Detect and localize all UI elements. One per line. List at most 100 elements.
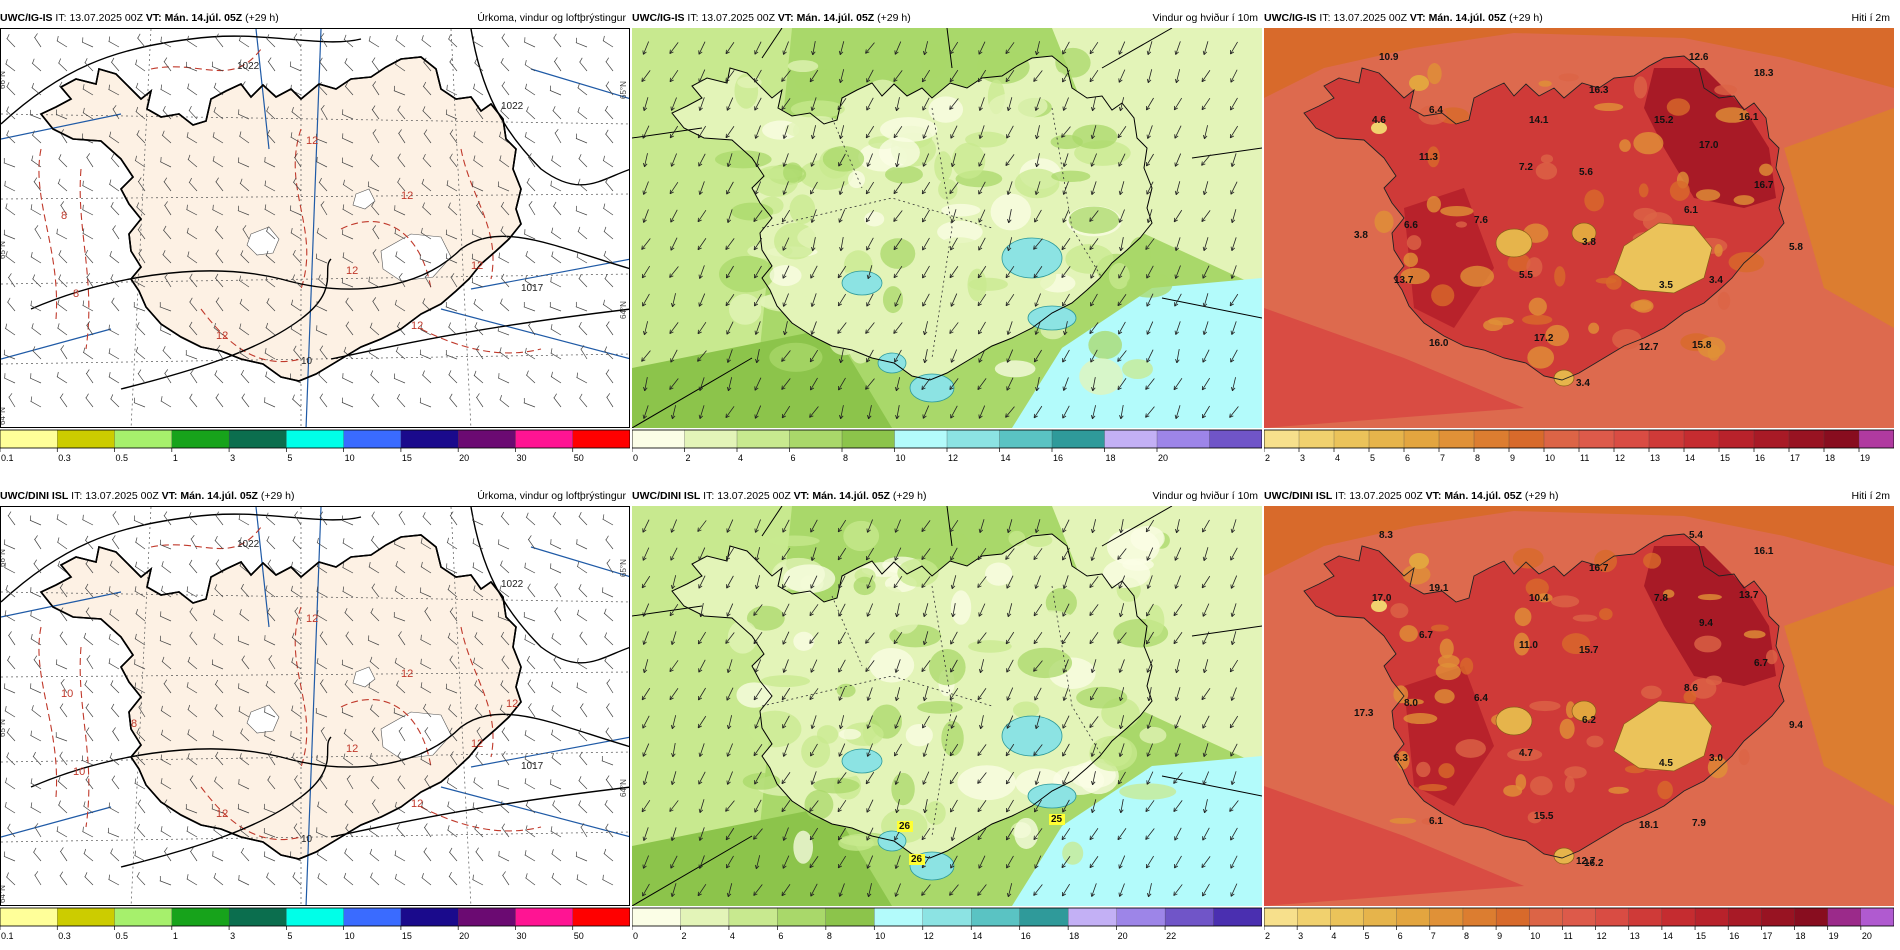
wind-barb-icon bbox=[602, 203, 614, 216]
wind-arrow-icon bbox=[950, 855, 958, 869]
wind-arrow-icon bbox=[1118, 41, 1126, 55]
wind-barb-icon bbox=[160, 778, 172, 790]
wind-barb-icon bbox=[189, 775, 198, 790]
wind-arrow-icon bbox=[865, 632, 875, 644]
wind-barb-icon bbox=[58, 154, 68, 168]
isobar-label: 10 bbox=[301, 356, 313, 367]
wind-arrow-icon bbox=[698, 41, 706, 55]
wind-barb-icon bbox=[395, 251, 406, 264]
wind-barb-icon bbox=[134, 586, 146, 598]
temperature-label: 16.3 bbox=[1589, 85, 1609, 96]
wind-speed-patch bbox=[784, 119, 844, 140]
model-name: UWC/DINI ISL bbox=[0, 490, 69, 502]
wind-barb-icon bbox=[162, 105, 172, 120]
wind-arrow-icon bbox=[670, 519, 677, 533]
wind-arrow-icon bbox=[923, 799, 928, 814]
wind-barb-icon bbox=[29, 515, 42, 526]
map-area[interactable]: 8.3 5.4 16.1 17.0 19.1 16.7 10.4 7.8 13.7 9.4 6.7 1… bbox=[1264, 506, 1894, 906]
colorbar-swatch bbox=[1529, 907, 1564, 927]
temp-patch bbox=[1514, 607, 1532, 627]
wind-barb-icon bbox=[342, 179, 354, 192]
colorbar-swatch bbox=[1728, 907, 1763, 927]
wind-barb-icon bbox=[317, 801, 328, 814]
colorbar-swatch bbox=[680, 907, 730, 927]
wind-speed-patch bbox=[937, 220, 983, 244]
wind-speed-patch bbox=[768, 535, 820, 547]
wind-arrow-icon bbox=[669, 660, 679, 673]
wind-arrow-icon bbox=[781, 209, 791, 223]
temperature-label: 4.6 bbox=[1372, 115, 1386, 126]
isobar-line bbox=[330, 786, 629, 838]
wind-arrow-icon bbox=[753, 210, 763, 223]
colorbar-swatch bbox=[841, 429, 896, 449]
wind-barb-icon bbox=[241, 393, 250, 408]
map-area[interactable]: 1022 1022 1017 10 12 12 12 12 8 8 12 12 66°N 65°N 64°N… bbox=[0, 28, 630, 428]
wind-barb-icon bbox=[603, 250, 614, 264]
wind-speed-patch bbox=[732, 565, 764, 590]
wind-arrow-icon bbox=[977, 800, 987, 813]
wind-barb-icon bbox=[342, 252, 354, 264]
wind-arrow-icon bbox=[1118, 855, 1126, 869]
wind-arrow-icon bbox=[922, 153, 930, 167]
wind-arrow-icon bbox=[810, 181, 818, 195]
map-area[interactable] bbox=[632, 28, 1262, 428]
wind-arrow-icon bbox=[894, 97, 900, 112]
wind-arrow-icon bbox=[754, 265, 762, 279]
wind-arrow-icon bbox=[698, 771, 706, 785]
wind-arrow-icon bbox=[837, 799, 847, 813]
wind-barb-icon bbox=[499, 560, 510, 574]
wind-arrow-icon bbox=[1146, 883, 1152, 898]
map-area[interactable]: 10.9 12.6 18.3 4.6 6.4 16.3 14.1 15.2 16.1 17.0 11… bbox=[1264, 28, 1894, 428]
wind-barb-icon bbox=[554, 129, 562, 144]
wind-barb-icon bbox=[319, 511, 328, 526]
wind-barb-icon bbox=[33, 177, 42, 192]
wind-barb-icon bbox=[396, 823, 406, 838]
colorbar-swatch bbox=[572, 907, 630, 927]
wind-barb-icon bbox=[397, 105, 406, 120]
wind-arrow-icon bbox=[669, 322, 679, 334]
isobar-label: 1022 bbox=[237, 61, 260, 72]
wind-arrow-icon bbox=[978, 153, 986, 167]
wind-barb-icon bbox=[108, 348, 120, 360]
colorbar-tick-label: 3 bbox=[230, 931, 235, 941]
wind-barb-icon bbox=[85, 393, 94, 408]
wind-barb-icon bbox=[341, 659, 354, 670]
wind-arrow-icon bbox=[949, 98, 959, 110]
wind-speed-patch bbox=[742, 773, 781, 790]
wind-barb-icon bbox=[448, 322, 458, 336]
wind-barb-icon bbox=[214, 370, 224, 384]
wind-arrow-icon bbox=[921, 884, 931, 896]
wind-arrow-icon bbox=[950, 237, 958, 251]
wind-arrow-icon bbox=[949, 69, 959, 83]
wind-barb-icon bbox=[371, 393, 380, 408]
wind-barb-icon bbox=[474, 322, 484, 336]
wind-arrow-icon bbox=[1118, 209, 1125, 223]
wind-barb-icon bbox=[237, 157, 250, 168]
init-time: 13.07.2025 00Z bbox=[1349, 490, 1423, 502]
wind-barb-icon bbox=[59, 751, 68, 766]
wind-arrow-icon bbox=[838, 715, 845, 730]
wind-barb-icon bbox=[447, 584, 458, 598]
temp-patch bbox=[1503, 784, 1523, 797]
wind-arrow-icon bbox=[782, 237, 790, 251]
temp-patch bbox=[1584, 189, 1605, 212]
meridian-line bbox=[632, 605, 703, 617]
temperature-label: 3.4 bbox=[1709, 275, 1723, 286]
wind-arrow-icon bbox=[1062, 349, 1070, 363]
temp-patch bbox=[1599, 608, 1613, 621]
wind-arrow-icon bbox=[754, 519, 761, 533]
wind-barb-icon bbox=[343, 728, 354, 742]
wind-barb-icon bbox=[395, 346, 406, 360]
wind-arrow-icon bbox=[669, 69, 679, 83]
wind-arrow-icon bbox=[1202, 125, 1208, 140]
colorbar-swatch bbox=[1298, 429, 1335, 449]
wind-barb-icon bbox=[111, 775, 120, 790]
wind-speed-patch bbox=[950, 590, 972, 625]
map-area[interactable]: 26 25 26 bbox=[632, 506, 1262, 906]
wind-arrow-icon bbox=[1146, 97, 1154, 111]
wind-arrow-icon bbox=[1090, 181, 1097, 195]
map-area[interactable]: 1022 1022 1017 10 12 12 12 12 10 10 12 12 8 12 66°N 65°… bbox=[0, 506, 630, 906]
wind-barb-icon bbox=[604, 105, 614, 120]
precip-contour bbox=[460, 148, 494, 280]
wind-barb-icon bbox=[110, 394, 120, 408]
